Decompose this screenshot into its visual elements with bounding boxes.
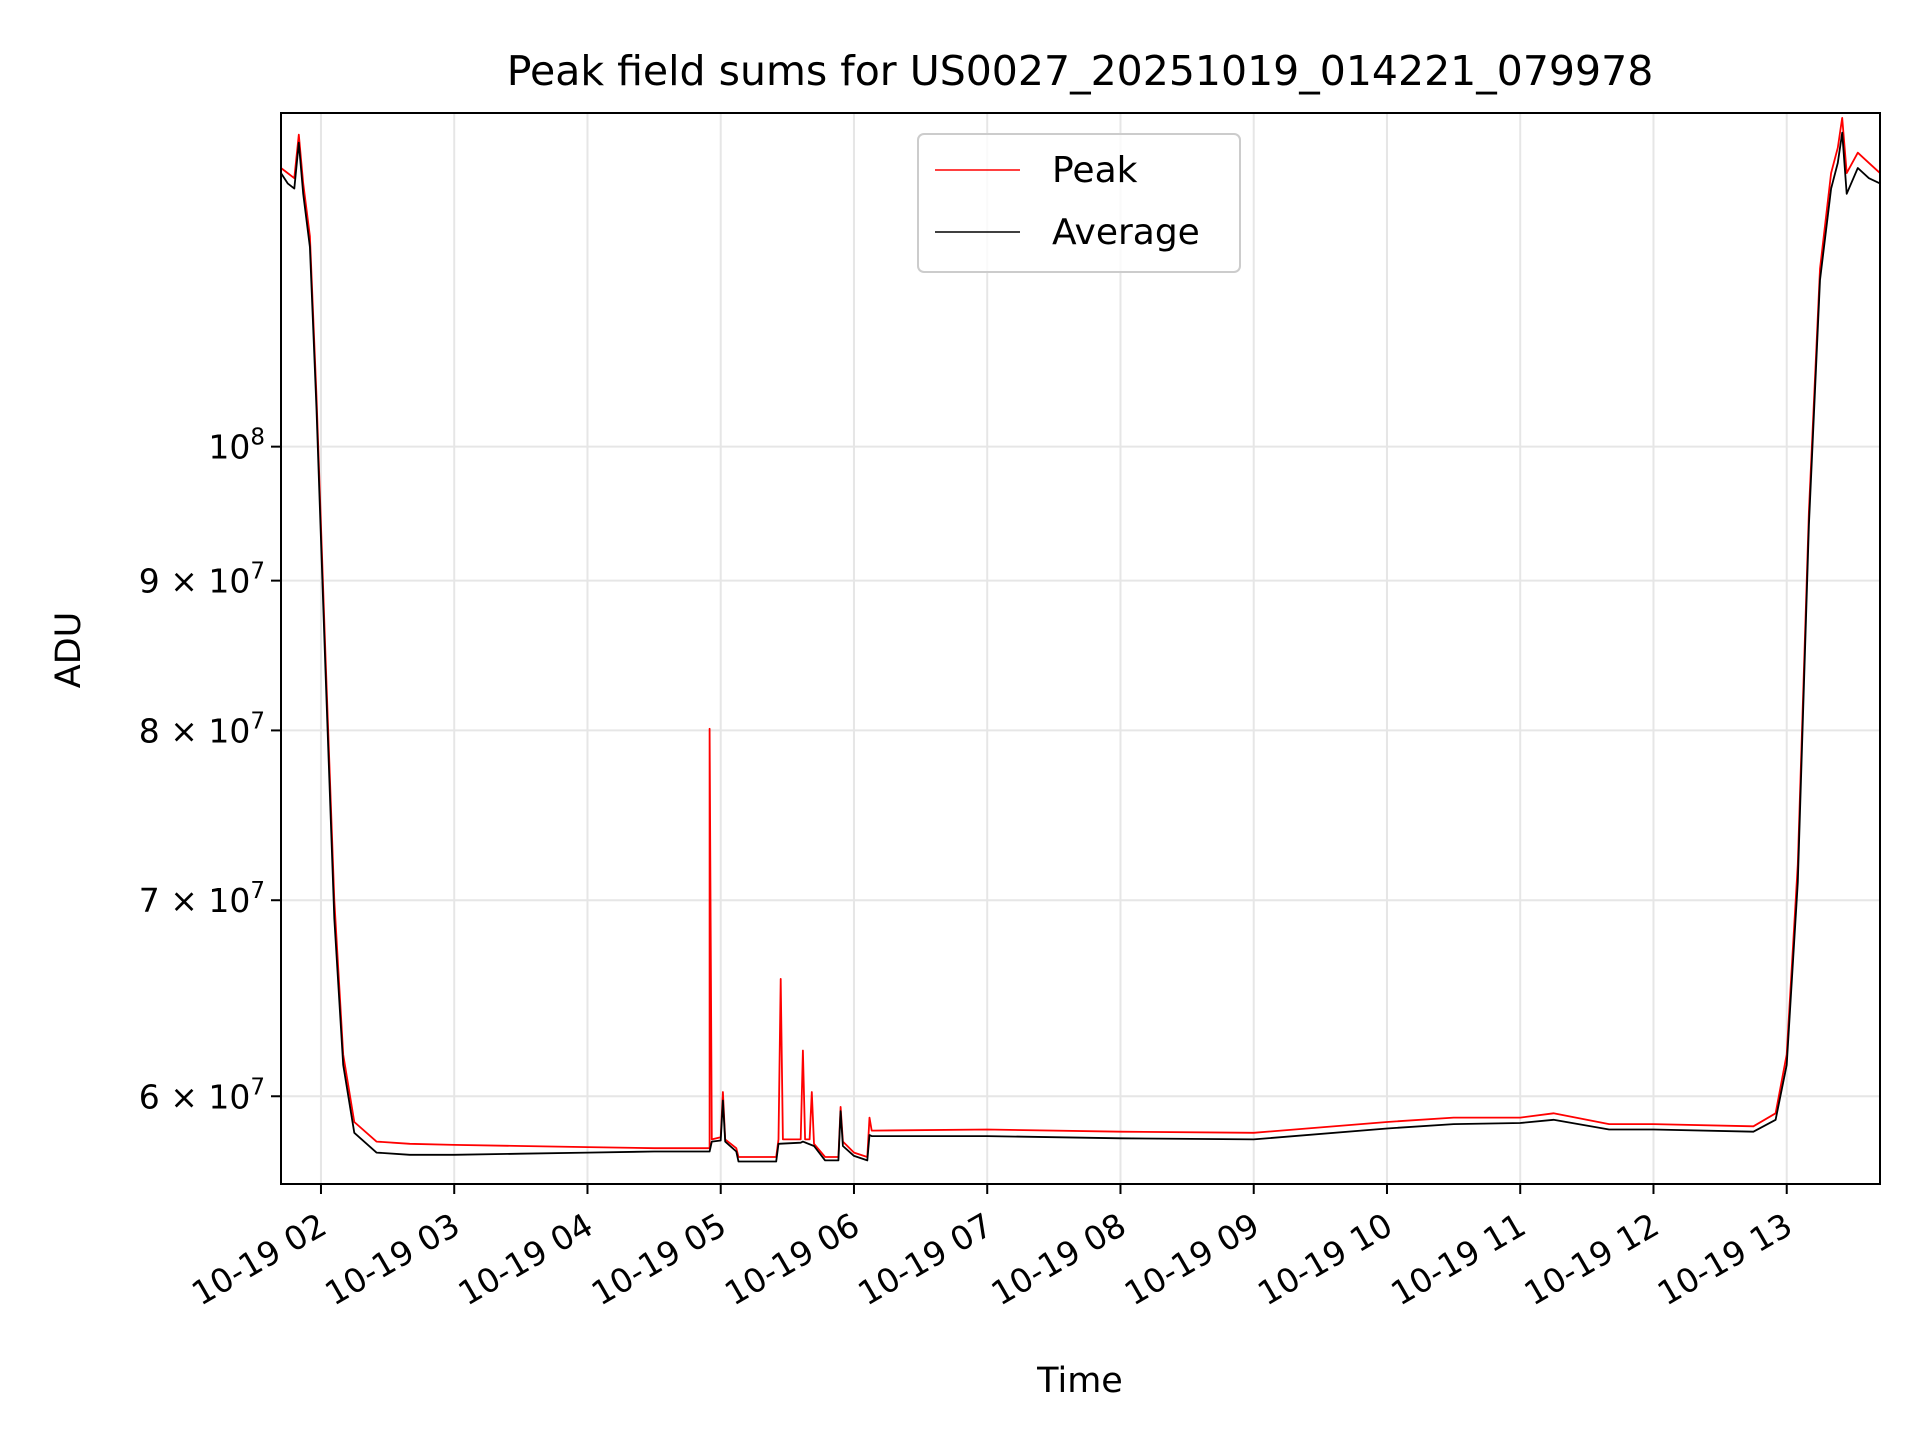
series-line-peak xyxy=(280,117,1881,1158)
legend-peak-label: Peak xyxy=(1052,150,1138,191)
legend-average-label: Average xyxy=(1052,212,1200,253)
x-axis-label: Time xyxy=(1036,1361,1123,1401)
legend: Peak Average xyxy=(917,133,1241,273)
y-tick-label: 108 xyxy=(208,425,265,467)
chart-title: Peak field sums for US0027_20251019_0142… xyxy=(507,47,1654,95)
legend-box xyxy=(917,133,1241,273)
series-line-average xyxy=(280,131,1881,1163)
series-layer xyxy=(280,117,1881,1163)
plot-frame xyxy=(280,112,1881,1185)
y-tick-label: 7 × 107 xyxy=(139,878,265,920)
y-axis: 6 × 107 7 × 107 8 × 107 9 × 107 108 xyxy=(139,425,281,1116)
y-tick-label: 6 × 107 xyxy=(139,1074,265,1116)
y-tick-label: 8 × 107 xyxy=(139,708,265,750)
y-tick-label: 9 × 107 xyxy=(139,559,265,601)
y-axis-label: ADU xyxy=(49,612,89,689)
grid xyxy=(281,113,1880,1184)
